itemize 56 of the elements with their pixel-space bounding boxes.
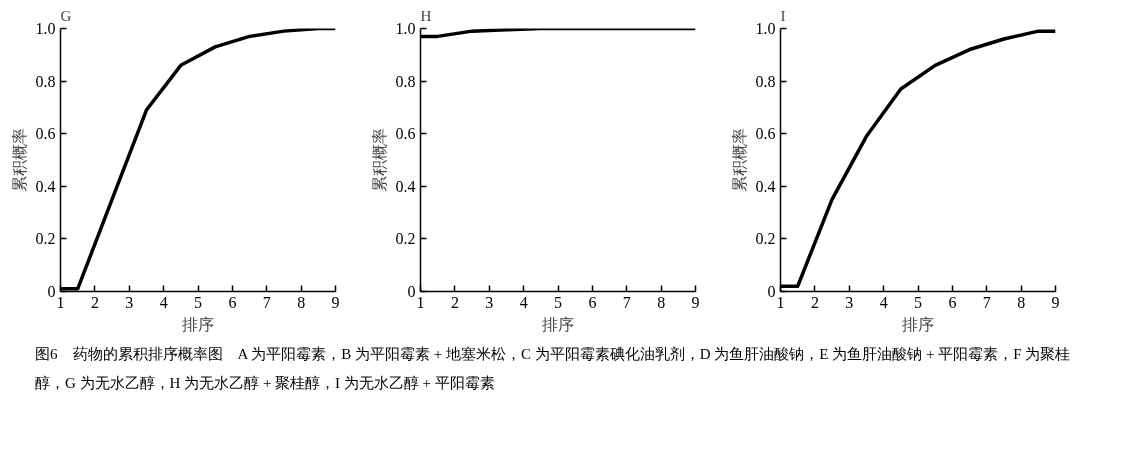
x-tick-label: 3: [125, 293, 134, 311]
x-tick-label: 5: [914, 293, 922, 311]
y-tick-label: 1.0: [755, 20, 776, 37]
y-tick-label: 1.0: [35, 20, 56, 37]
x-tick-label: 9: [331, 293, 340, 311]
y-tick-label: 0.8: [395, 72, 416, 90]
y-tick-label: 0: [47, 283, 56, 300]
x-tick-label: 1: [56, 293, 65, 311]
x-tick-label: 2: [450, 293, 459, 311]
y-tick-label: 0.4: [755, 177, 776, 195]
x-tick-label: 1: [416, 293, 425, 311]
x-tick-label: 2: [810, 293, 819, 311]
x-tick-label: 8: [657, 293, 666, 311]
x-tick-label: 4: [519, 293, 528, 311]
y-tick-label: 0.8: [755, 72, 776, 90]
y-tick-label: 0.6: [395, 125, 416, 143]
y-tick-label: 0.6: [35, 125, 56, 143]
y-axis-title: 累积概率: [10, 128, 28, 192]
x-tick-label: 4: [879, 293, 888, 311]
x-tick-label: 7: [262, 293, 271, 311]
y-tick-label: 0: [407, 283, 416, 300]
y-tick-label: 0.2: [755, 230, 776, 248]
x-tick-label: 7: [982, 293, 991, 311]
y-tick-label: 0.6: [755, 125, 776, 143]
x-axis-title: 排序: [542, 315, 574, 333]
line-series: [780, 29, 1056, 288]
y-tick-label: 0.2: [395, 230, 416, 248]
x-tick-label: 3: [845, 293, 854, 311]
x-tick-label: 8: [1017, 293, 1026, 311]
x-tick-label: 3: [485, 293, 494, 311]
y-tick-label: 0.8: [35, 72, 56, 90]
chart-title: H: [420, 7, 432, 24]
y-tick-label: 0.2: [35, 230, 56, 248]
chart-title: I: [780, 7, 786, 24]
y-tick-label: 0: [767, 283, 776, 300]
x-tick-label: 9: [691, 293, 700, 311]
x-tick-label: 1: [776, 293, 785, 311]
x-tick-label: 4: [159, 293, 168, 311]
y-tick-label: 0.4: [395, 177, 416, 195]
x-tick-label: 2: [90, 293, 99, 311]
x-tick-label: 6: [588, 293, 597, 311]
y-axis-title: 累积概率: [370, 128, 388, 192]
x-tick-label: 5: [194, 293, 202, 311]
x-tick-label: 6: [948, 293, 957, 311]
x-axis-title: 排序: [902, 315, 934, 333]
x-tick-label: 5: [554, 293, 562, 311]
x-axis-title: 排序: [182, 315, 214, 333]
y-axis-title: 累积概率: [730, 128, 748, 192]
x-tick-label: 9: [1051, 293, 1060, 311]
y-tick-label: 0.4: [35, 177, 56, 195]
chart-title: G: [60, 7, 72, 24]
y-tick-label: 1.0: [395, 20, 416, 37]
x-tick-label: 8: [297, 293, 306, 311]
caption: 图6 药物的累积排序概率图 A 为平阳霉素，B 为平阳霉素 + 地塞米松，C 为平阳霉素碘化油乳剂，D 为鱼肝油酸钠，E 为鱼肝油酸钠 + 平阳霉素，F 为聚桂醇，G 为无水乙醇，H 为无水乙醇 + 聚桂醇，I 为无水乙醇 + 平阳霉素: [35, 345, 1072, 393]
x-tick-label: 7: [622, 293, 631, 311]
x-tick-label: 6: [228, 293, 237, 311]
